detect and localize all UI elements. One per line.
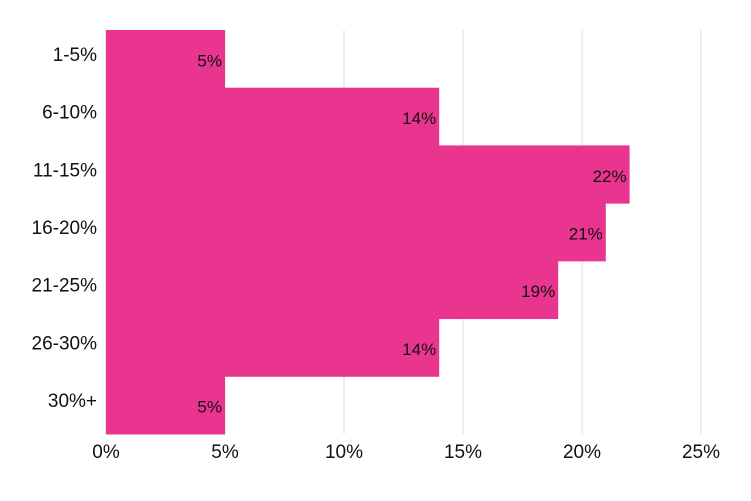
bar <box>106 260 559 320</box>
value-label: 5% <box>197 398 222 417</box>
y-tick-label: 30%+ <box>48 391 97 412</box>
value-label: 14% <box>402 340 436 359</box>
value-label: 14% <box>402 109 436 128</box>
bar <box>106 30 225 89</box>
value-label: 22% <box>593 167 627 186</box>
y-tick-label: 16-20% <box>32 218 98 239</box>
y-tick-label: 11-15% <box>33 160 97 181</box>
x-tick-label: 15% <box>444 442 482 463</box>
bar <box>106 318 440 377</box>
value-label: 21% <box>569 224 603 243</box>
y-tick-label: 6-10% <box>42 103 97 124</box>
x-tick-label: 10% <box>325 442 363 463</box>
x-tick-label: 20% <box>563 442 601 463</box>
y-tick-label: 1-5% <box>53 45 97 66</box>
y-tick-label: 26-30% <box>32 333 98 354</box>
value-label: 5% <box>197 51 222 70</box>
bar <box>106 145 630 204</box>
y-tick-label: 21-25% <box>32 276 98 297</box>
x-tick-label: 5% <box>211 442 239 463</box>
bar <box>106 87 440 146</box>
bar <box>106 376 225 435</box>
bar <box>106 203 606 262</box>
value-label: 19% <box>521 282 555 301</box>
x-tick-label: 25% <box>682 442 720 463</box>
x-tick-label: 0% <box>92 442 120 463</box>
